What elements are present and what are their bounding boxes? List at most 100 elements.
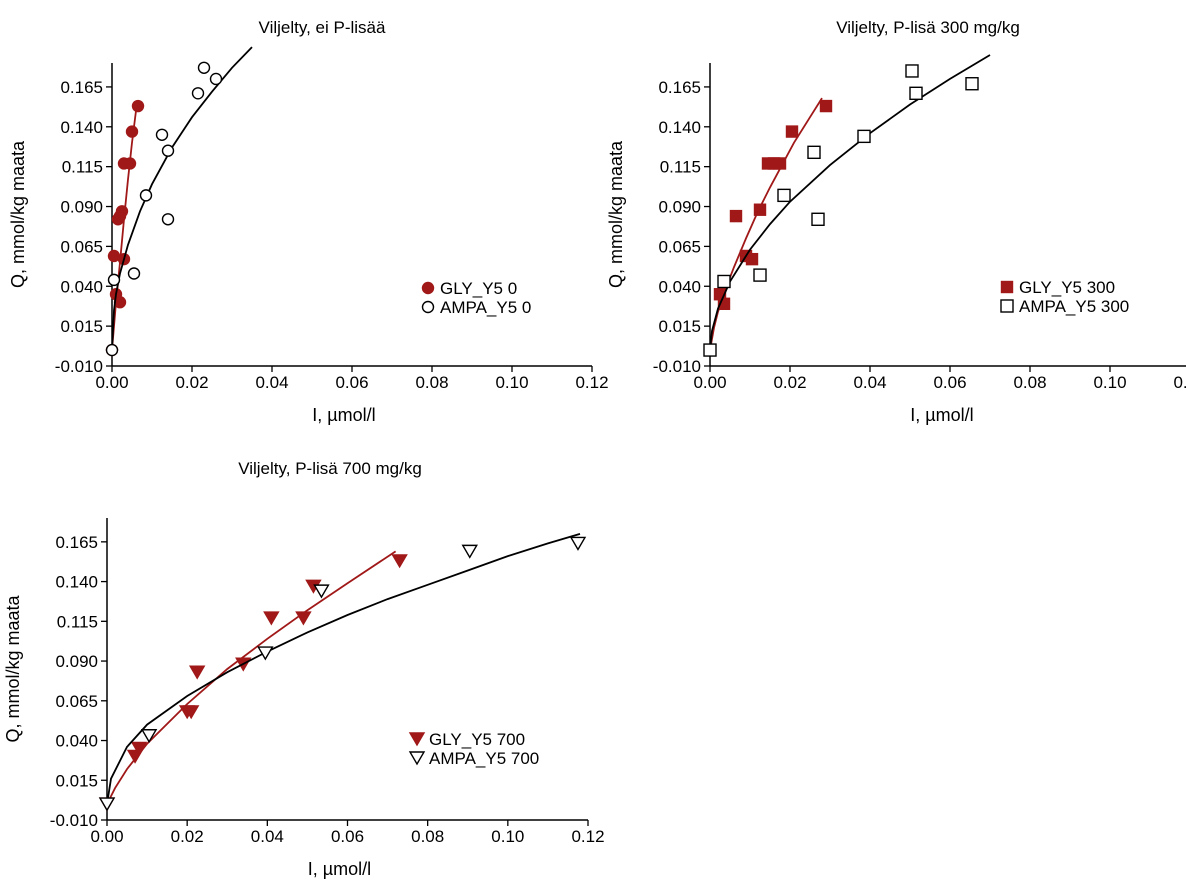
data-point [295,611,312,626]
data-point [1000,299,1014,313]
y-tick-label: 0.040 [658,277,701,296]
data-point [569,536,587,551]
x-tick-label: 0.12 [1173,373,1186,392]
fit-curve [106,550,397,805]
x-tick-label: 0.10 [495,373,528,392]
legend-label: AMPA_Y5 300 [1019,297,1129,316]
chart-panel-1: Viljelty, ei P-lisää -0.010 0.015 0.040 0.06… [8,18,609,425]
y-tick-label: 0.015 [658,317,701,336]
data-point [717,274,731,289]
data-point [807,145,821,160]
fit-curve [709,54,991,351]
data-point [161,213,175,226]
y-tick-label: 0.115 [62,158,103,177]
data-point [729,209,743,223]
chart-title: Viljelty, ei P-lisää [259,18,386,37]
data-point [107,273,121,287]
data-point [785,125,799,138]
data-point [773,157,787,170]
data-point [161,144,175,157]
data-point [98,797,116,812]
data-point [263,611,280,626]
y-tick-label: 0.165 [60,78,103,97]
x-tick-label: 0.08 [1013,373,1046,392]
data-point [703,343,717,357]
y-tick-label: -0.010 [653,357,701,376]
data-point [1000,280,1014,294]
x-tick-label: 0.06 [933,373,966,392]
x-axis-label: I, µmol/l [910,405,973,425]
x-tick-label: 0.06 [335,373,368,392]
data-point [182,705,200,720]
y-tick-label: 0.165 [55,533,98,552]
x-tick-label: 0.04 [853,373,886,392]
x-tick-label: 0.04 [251,827,284,846]
data-point [257,646,274,661]
data-point [811,212,825,226]
legend-label: AMPA_Y5 700 [429,749,539,768]
data-point [421,281,435,295]
data-point [125,125,139,138]
data-point [408,751,426,766]
data-point [131,99,145,113]
data-point [123,157,137,170]
data-point [191,87,205,100]
data-point [753,203,767,216]
y-tick-label: 0.140 [55,573,98,592]
x-tick-label: 0.00 [693,373,726,392]
data-point [777,188,791,203]
legend-label: GLY_Y5 0 [440,279,517,298]
x-tick-label: 0.02 [773,373,806,392]
fit-curve [709,97,823,351]
data-point [130,741,148,756]
fit-curve [106,533,581,805]
series-2 [105,46,253,357]
data-point [197,61,211,74]
legend-label: GLY_Y5 700 [429,730,525,749]
x-tick-label: 0.00 [95,373,128,392]
legend-label: AMPA_Y5 0 [440,298,531,317]
x-tick-label: 0.02 [171,827,204,846]
x-tick-label: 0.00 [90,827,123,846]
y-tick-label: 0.065 [60,237,103,256]
series-2 [98,533,587,812]
x-tick-label: 0.08 [415,373,448,392]
chart-title: Viljelty, P-lisä 300 mg/kg [836,18,1020,37]
y-tick-label: 0.015 [55,771,98,790]
data-point [105,343,119,357]
data-point [115,205,129,218]
y-axis-label: Q, mmol/kg maata [3,594,23,742]
data-point [313,584,330,599]
y-tick-label: -0.010 [55,357,103,376]
x-axis-label: I, µmol/l [308,859,371,879]
data-point [209,72,223,86]
data-point [139,189,153,202]
legend-label: GLY_Y5 300 [1019,278,1115,297]
y-axis-label: Q, mmol/kg maata [8,140,28,288]
y-tick-label: -0.010 [50,811,98,830]
data-point [819,99,833,113]
fit-curve [111,46,253,351]
data-point [408,732,426,747]
x-axis-label: I, µmol/l [312,405,375,425]
y-tick-label: 0.140 [60,118,103,137]
data-point [155,128,169,141]
x-tick-label: 0.10 [1093,373,1126,392]
chart-title: Viljelty, P-lisä 700 mg/kg [238,459,422,478]
series-1 [98,550,408,812]
chart-panel-3: Viljelty, P-lisä 700 mg/kg -0.010 0.015 0.0… [3,459,605,879]
x-tick-label: 0.12 [575,373,608,392]
data-point [753,268,767,282]
y-tick-label: 0.140 [658,118,701,137]
x-tick-label: 0.08 [411,827,444,846]
y-tick-label: 0.165 [658,78,701,97]
y-tick-label: 0.090 [55,652,98,671]
x-tick-label: 0.02 [175,373,208,392]
data-point [461,544,478,559]
y-tick-label: 0.040 [60,277,103,296]
data-point [717,297,731,311]
y-tick-label: 0.065 [55,692,98,711]
y-tick-label: 0.065 [658,237,701,256]
data-point [857,129,871,144]
